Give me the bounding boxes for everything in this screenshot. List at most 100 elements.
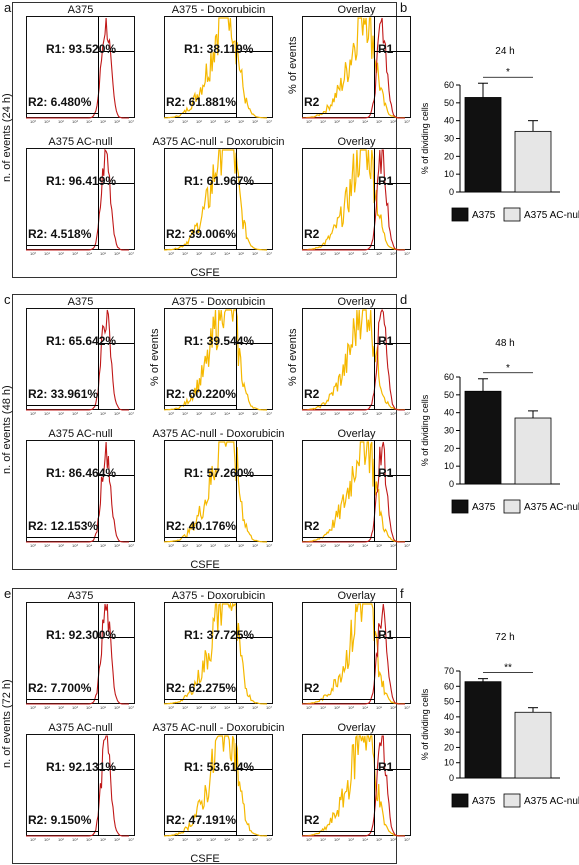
gate-r2-line [303,405,375,406]
flow-histogram-traces [26,309,129,411]
y-tick-label: 50 [444,697,454,707]
gate-r2-line [27,831,99,832]
gate-r2-line [303,245,375,246]
gate-r1-label: R1: 65.642% [46,334,117,348]
x-tick-label: 10⁴ [224,251,231,256]
flow-panel-title: A375 AC-null [48,428,113,440]
x-tick-label: 10¹ [182,119,188,124]
y-tick-label: 10 [444,461,454,471]
x-tick-label: 10⁶ [114,251,121,256]
control-histogram [26,603,129,705]
x-tick-label: 10⁶ [252,119,259,124]
gate-divider [374,308,375,410]
legend-swatch-a375 [451,499,469,514]
y-tick-label: 60 [444,80,454,90]
flow-panel-title: A375 - Doxorubicin [171,590,266,602]
gate-r2-line [165,405,237,406]
doxorubicin-histogram [163,735,267,837]
x-tick-label: 10⁶ [114,543,121,548]
flow-histogram-frame [164,440,273,542]
x-tick-label: 10¹ [320,251,326,256]
flow-histogram-traces [302,734,406,837]
legend-label: A375 [472,796,496,807]
legend-swatch-a375 [451,793,469,808]
gate-r1-line [374,475,410,476]
doxorubicin-histogram [164,149,268,251]
x-tick-label: 10⁶ [114,119,121,124]
gate-r1-label: R1: 37.725% [184,628,255,642]
x-tick-label: 10² [196,837,202,842]
flow-panel-title: Overlay [337,428,376,440]
x-tick-label: 10⁶ [390,411,397,416]
control-histogram [26,735,129,837]
gate-divider [374,440,375,542]
y-tick-label: 40 [444,408,454,418]
x-tick-label: 10⁷ [128,411,134,416]
x-tick-label: 10⁷ [266,837,272,842]
x-tick-label: 10⁵ [238,543,245,548]
flow-panel-title: A375 AC-null [48,136,113,148]
gate-r1-label: R1 [378,42,394,56]
x-tick-label: 10⁰ [30,119,37,124]
flow-histogram-traces [26,735,129,837]
x-tick-label: 10⁶ [114,411,121,416]
y-tick-label: 30 [444,426,454,436]
legend-swatch-a375-ac-null [503,207,521,222]
flow-histogram-traces [302,308,405,411]
gate-divider [98,148,99,250]
x-tick-label: 10⁵ [376,705,383,710]
flow-histogram-traces [302,441,405,543]
x-tick-label: 10³ [210,837,216,842]
x-tick-label: 10³ [348,251,354,256]
significance-marker: * [506,67,510,78]
bar-a375 [464,390,502,485]
x-tick-label: 10² [196,251,202,256]
flow-panel-title: Overlay [337,722,376,734]
x-tick-label: 10⁰ [168,837,175,842]
x-tick-label: 10⁴ [362,251,369,256]
legend-swatch-a375-ac-null [503,499,521,514]
gate-divider [98,734,99,836]
x-tick-label: 10³ [72,251,78,256]
x-tick-label: 10⁰ [168,543,175,548]
y-tick-label: 40 [444,712,454,722]
flow-histogram-frame [164,308,273,410]
x-tick-label: 10³ [72,543,78,548]
control-histogram [302,17,405,119]
doxorubicin-histogram [301,603,406,705]
x-tick-label: 10¹ [44,119,50,124]
x-tick-label: 10⁷ [404,543,410,548]
legend-label: A375 AC-null [524,210,579,221]
control-histogram [26,309,129,411]
gate-r2-label: R2: 6.480% [28,95,92,109]
x-tick-label: 10⁶ [252,251,259,256]
x-tick-label: 10⁰ [30,705,37,710]
gate-divider [236,308,237,410]
bar-a375 [464,681,502,779]
legend-swatch-a375-ac-null [503,793,521,808]
flow-panel-title: A375 [67,590,94,602]
x-tick-label: 10⁴ [86,543,93,548]
gate-r2-line [303,537,375,538]
gate-r1-label: R1: 53.614% [184,760,255,774]
gate-r1-line [374,769,410,770]
x-tick-label: 10³ [72,705,78,710]
x-tick-label: 10³ [210,705,216,710]
x-tick-label: 10² [58,119,64,124]
gate-r1-line [236,475,272,476]
flow-xlabel: CSFE [190,853,220,865]
gate-divider [236,148,237,250]
gate-divider [236,16,237,118]
flow-panel-ylabel: % of events [287,328,299,386]
gate-divider [98,602,99,704]
x-tick-label: 10⁷ [128,837,134,842]
panel-letter-e: e [4,586,12,601]
gate-r2-label: R2: 4.518% [28,227,92,241]
x-tick-label: 10⁶ [390,119,397,124]
gate-divider [236,440,237,542]
x-tick-label: 10⁵ [376,251,383,256]
flow-histogram-traces [26,441,129,543]
x-tick-label: 10⁴ [86,119,93,124]
bar-a375 [464,97,502,193]
x-tick-label: 10¹ [44,837,50,842]
